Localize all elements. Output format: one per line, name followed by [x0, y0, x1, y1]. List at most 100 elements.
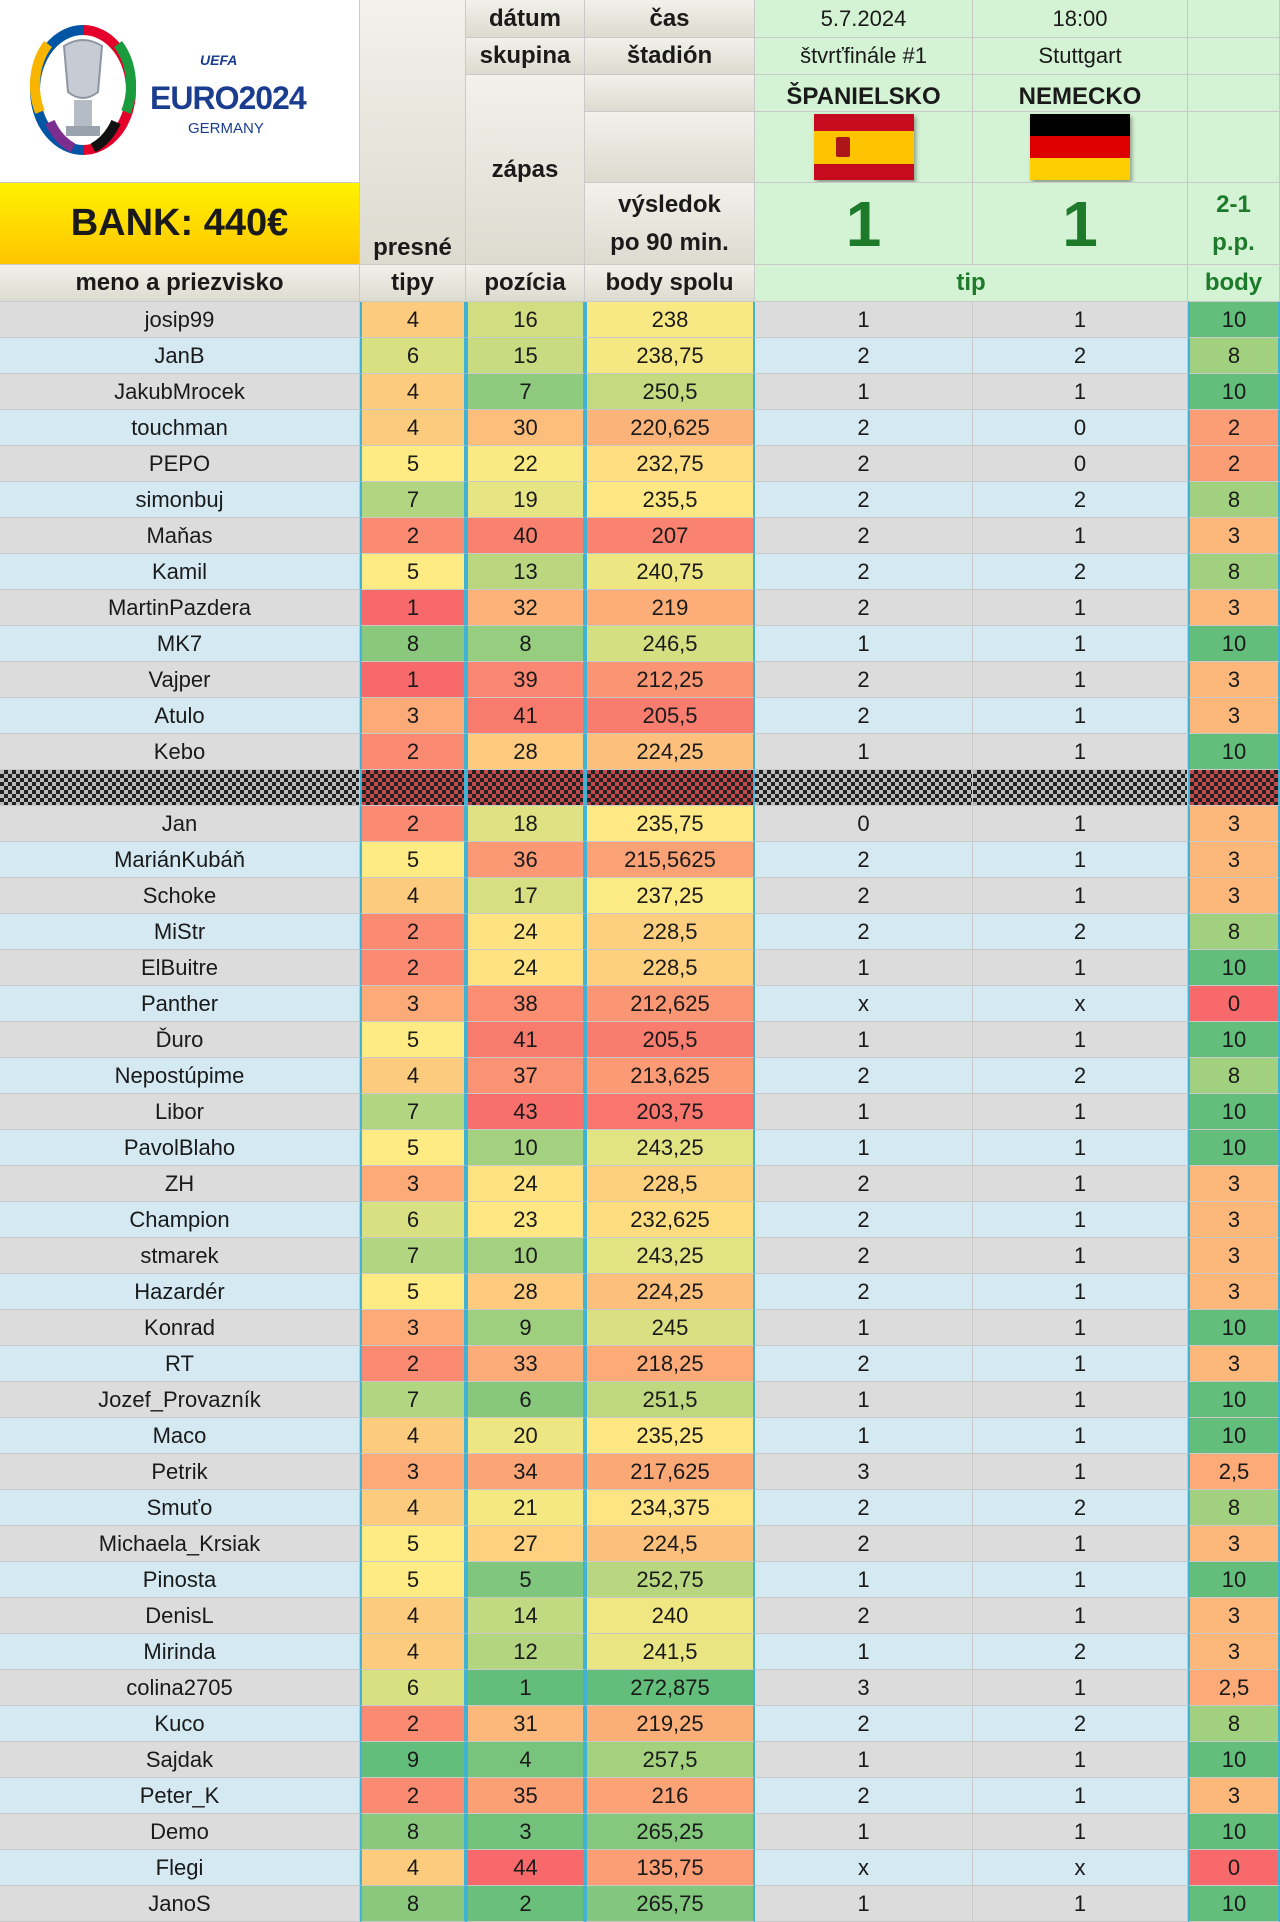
cell-t2: 1	[973, 1022, 1188, 1058]
cell-poz: 37	[466, 1058, 585, 1094]
cell-poz: 35	[466, 1778, 585, 1814]
cell-t1: 2	[755, 698, 973, 734]
cell-body: 10	[1188, 1130, 1280, 1166]
cell-name: Schoke	[0, 878, 360, 914]
cell-name: Petrik	[0, 1454, 360, 1490]
cell-name: MartinPazdera	[0, 590, 360, 626]
cell-spolu: 240,75	[585, 554, 755, 590]
cell-spolu	[585, 770, 755, 806]
cell-body: 3	[1188, 1778, 1280, 1814]
cell-body: 3	[1188, 842, 1280, 878]
cell-body: 8	[1188, 1058, 1280, 1094]
cell-body: 3	[1188, 1238, 1280, 1274]
cell-t2: 2	[973, 1058, 1188, 1094]
cell-t1: 3	[755, 1454, 973, 1490]
cell-poz: 32	[466, 590, 585, 626]
cell-tipy: 7	[360, 1238, 466, 1274]
cell-t1: 1	[755, 1310, 973, 1346]
cell-name: Champion	[0, 1202, 360, 1238]
cell-body: 10	[1188, 374, 1280, 410]
cell-name: Vajper	[0, 662, 360, 698]
cell-poz: 17	[466, 878, 585, 914]
cell-t2: 1	[973, 1310, 1188, 1346]
cell-spolu: 237,25	[585, 878, 755, 914]
cell-poz: 23	[466, 1202, 585, 1238]
cell-t2: 1	[973, 1454, 1188, 1490]
cell-t1: 1	[755, 1130, 973, 1166]
cell-t2: 1	[973, 1526, 1188, 1562]
match-extra-1	[1188, 0, 1280, 38]
cell-tipy: 1	[360, 590, 466, 626]
cell-t1: 1	[755, 1418, 973, 1454]
spain-flag-icon	[813, 114, 914, 180]
cell-tipy: 5	[360, 1130, 466, 1166]
cell-name: JanoS	[0, 1886, 360, 1922]
cell-body: 3	[1188, 1346, 1280, 1382]
cell-t1: 2	[755, 1778, 973, 1814]
cell-name: Panther	[0, 986, 360, 1022]
cell-tipy: 1	[360, 662, 466, 698]
cell-poz: 9	[466, 1310, 585, 1346]
cell-t1: 2	[755, 1598, 973, 1634]
cell-tipy: 7	[360, 1382, 466, 1418]
cell-body: 8	[1188, 482, 1280, 518]
cell-spolu: 216	[585, 1778, 755, 1814]
cell-tipy: 2	[360, 1706, 466, 1742]
skupina-label: skupina	[466, 38, 585, 75]
cell-name: touchman	[0, 410, 360, 446]
euro-trophy-logo-icon	[29, 25, 137, 155]
cell-t1: 2	[755, 662, 973, 698]
match-extra-3	[1188, 75, 1280, 112]
cell-tipy: 4	[360, 1418, 466, 1454]
cell-body: 3	[1188, 662, 1280, 698]
cell-spolu: 250,5	[585, 374, 755, 410]
cell-poz: 31	[466, 1706, 585, 1742]
cell-t2: 1	[973, 626, 1188, 662]
cell-spolu: 212,25	[585, 662, 755, 698]
cell-tipy: 3	[360, 986, 466, 1022]
cell-body: 3	[1188, 1598, 1280, 1634]
cell-body: 3	[1188, 518, 1280, 554]
cell-poz: 30	[466, 410, 585, 446]
zapas-label: zápas	[466, 75, 585, 265]
cell-t2: 1	[973, 1814, 1188, 1850]
cell-tipy: 6	[360, 1202, 466, 1238]
cell-spolu: 213,625	[585, 1058, 755, 1094]
cell-body: 2,5	[1188, 1670, 1280, 1706]
cell-poz: 24	[466, 1166, 585, 1202]
cell-t2: 1	[973, 590, 1188, 626]
cell-name: MiStr	[0, 914, 360, 950]
logo-cell: UEFA EURO2024 GERMANY	[0, 0, 360, 183]
cell-t2: 1	[973, 1562, 1188, 1598]
cell-t2	[973, 770, 1188, 806]
cell-t2: 1	[973, 698, 1188, 734]
cell-spolu: 235,75	[585, 806, 755, 842]
cell-tipy: 4	[360, 302, 466, 338]
cell-body: 8	[1188, 554, 1280, 590]
cell-t1: 2	[755, 482, 973, 518]
cell-body: 10	[1188, 1814, 1280, 1850]
cell-poz: 28	[466, 734, 585, 770]
cell-t1: x	[755, 1850, 973, 1886]
cell-t1: 1	[755, 1562, 973, 1598]
vysledok-label: výsledok po 90 min.	[585, 183, 755, 265]
cell-body: 3	[1188, 1166, 1280, 1202]
cell-poz: 24	[466, 914, 585, 950]
cell-spolu: 220,625	[585, 410, 755, 446]
cell-poz: 20	[466, 1418, 585, 1454]
cell-body: 8	[1188, 1706, 1280, 1742]
logo-euro-text: EURO2024	[150, 80, 307, 116]
cell-spolu: 228,5	[585, 914, 755, 950]
cell-t1: 2	[755, 1166, 973, 1202]
match-city: Stuttgart	[973, 38, 1188, 75]
cell-poz: 34	[466, 1454, 585, 1490]
cell-name: MariánKubáň	[0, 842, 360, 878]
cell-spolu: 251,5	[585, 1382, 755, 1418]
cell-t2: 1	[973, 1778, 1188, 1814]
empty-header-cell	[585, 75, 755, 112]
cell-name: Smuťo	[0, 1490, 360, 1526]
cell-spolu: 243,25	[585, 1238, 755, 1274]
cell-tipy: 5	[360, 1562, 466, 1598]
cell-t1: 2	[755, 878, 973, 914]
presne-label: presné	[373, 234, 452, 261]
